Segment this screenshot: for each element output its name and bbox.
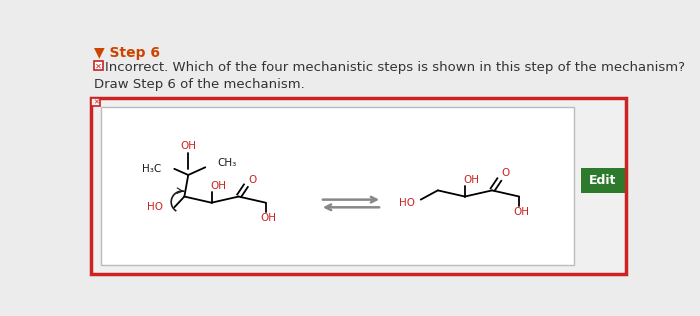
Text: OH: OH (210, 181, 226, 191)
Text: Edit: Edit (589, 174, 617, 187)
Text: Incorrect. Which of the four mechanistic steps is shown in this step of the mech: Incorrect. Which of the four mechanistic… (105, 61, 685, 74)
Text: HO: HO (148, 202, 163, 212)
Text: CH₃: CH₃ (218, 158, 237, 168)
FancyBboxPatch shape (92, 98, 100, 106)
Text: HO: HO (398, 198, 414, 208)
Text: ✕: ✕ (92, 99, 99, 105)
FancyBboxPatch shape (102, 107, 574, 265)
Text: Draw Step 6 of the mechanism.: Draw Step 6 of the mechanism. (94, 78, 304, 91)
Text: O: O (502, 168, 510, 179)
Text: H₃C: H₃C (142, 164, 161, 174)
Text: OH: OH (514, 207, 529, 217)
Text: OH: OH (463, 175, 480, 185)
Text: OH: OH (181, 141, 196, 151)
Text: O: O (248, 175, 257, 185)
FancyBboxPatch shape (581, 168, 624, 193)
Text: OH: OH (260, 214, 276, 223)
FancyBboxPatch shape (94, 61, 103, 70)
FancyBboxPatch shape (92, 98, 626, 274)
Text: ▼ Step 6: ▼ Step 6 (94, 46, 160, 60)
Text: ✕: ✕ (94, 61, 102, 70)
